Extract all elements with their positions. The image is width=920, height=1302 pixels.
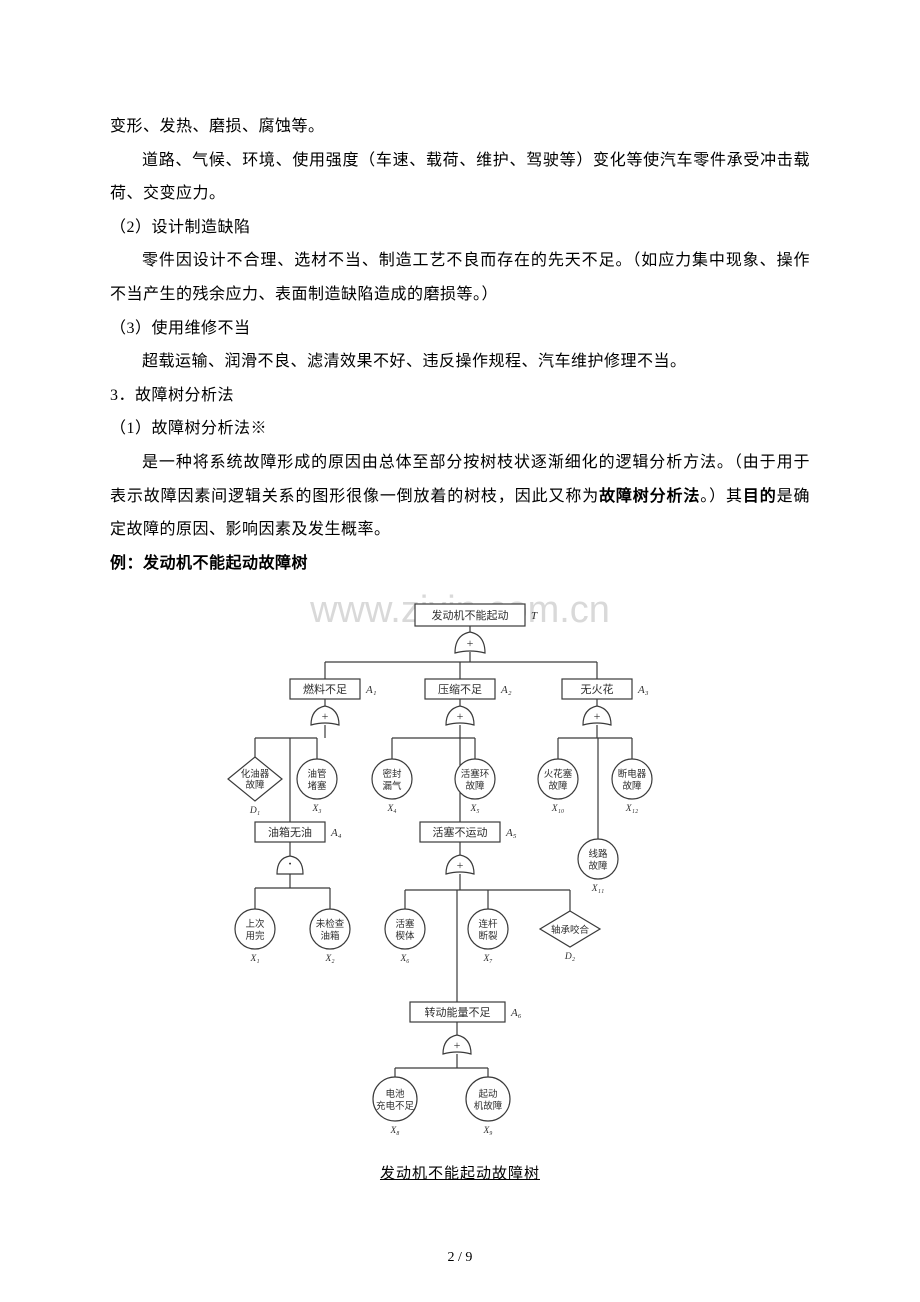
svg-text:活塞: 活塞 [395, 918, 415, 930]
paragraph: 是一种将系统故障形成的原因由总体至部分按树枝状逐渐细化的逻辑分析方法。（由于用于… [110, 446, 810, 547]
svg-text:X₁: X₁ [249, 954, 259, 964]
svg-text:轴承咬合: 轴承咬合 [551, 924, 590, 936]
svg-text:+: + [467, 636, 474, 650]
svg-text:X₃: X₃ [311, 804, 321, 814]
svg-text:X₂: X₂ [324, 954, 335, 964]
svg-text:·: · [287, 856, 292, 873]
document-page: 变形、发热、磨损、腐蚀等。 道路、气候、环境、使用强度（车速、载荷、维护、驾驶等… [0, 0, 920, 1302]
svg-text:A₂: A₂ [500, 684, 512, 696]
svg-text:压缩不足: 压缩不足 [438, 683, 482, 696]
paragraph: 道路、气候、环境、使用强度（车速、载荷、维护、驾驶等）变化等使汽车零件承受冲击载… [110, 144, 810, 211]
svg-text:连杆: 连杆 [478, 918, 498, 930]
svg-text:断裂: 断裂 [478, 930, 498, 942]
svg-text:+: + [457, 858, 464, 872]
svg-text:D₁: D₁ [249, 806, 260, 816]
heading-item: 3．故障树分析法 [110, 379, 810, 413]
heading-item: （1）故障树分析法※ [110, 412, 810, 446]
svg-text:漏气: 漏气 [382, 780, 402, 792]
svg-text:X₁₂: X₁₂ [625, 804, 639, 814]
paragraph: 零件因设计不合理、选材不当、制造工艺不良而存在的先天不足。（如应力集中现象、操作… [110, 244, 810, 311]
svg-text:发动机不能起动: 发动机不能起动 [432, 608, 509, 622]
svg-text:充电不足: 充电不足 [376, 1100, 415, 1112]
diagram-caption: 发动机不能起动故障树 [110, 1162, 810, 1183]
svg-text:火花塞: 火花塞 [544, 768, 573, 780]
example-heading: 例：发动机不能起动故障树 [110, 547, 810, 581]
fault-tree-diagram: www.zixin.com.cn++++·++发动机不能起动T燃料不足A₁压缩不… [110, 594, 810, 1154]
svg-text:+: + [457, 709, 464, 723]
svg-text:上次: 上次 [245, 918, 265, 930]
paragraph: 超载运输、润滑不良、滤清效果不好、违反操作规程、汽车维护修理不当。 [110, 345, 810, 379]
svg-text:故障: 故障 [465, 780, 485, 792]
heading-item: （2）设计制造缺陷 [110, 211, 810, 245]
svg-text:X₁₁: X₁₁ [591, 884, 604, 894]
svg-text:活塞环: 活塞环 [461, 768, 490, 780]
svg-text:+: + [454, 1038, 461, 1052]
svg-text:机故障: 机故障 [474, 1100, 503, 1112]
svg-text:A₃: A₃ [637, 684, 649, 696]
svg-text:X₈: X₈ [389, 1126, 399, 1136]
heading-item: （3）使用维修不当 [110, 312, 810, 346]
svg-text:线路: 线路 [588, 848, 608, 860]
svg-text:转动能量不足: 转动能量不足 [425, 1005, 491, 1019]
svg-text:堵塞: 堵塞 [307, 780, 327, 792]
svg-text:D₂: D₂ [564, 952, 576, 962]
svg-text:化油器: 化油器 [241, 768, 270, 780]
svg-text:电池: 电池 [385, 1088, 405, 1100]
svg-text:故障: 故障 [622, 780, 642, 792]
page-number: 2 / 9 [0, 1250, 920, 1266]
svg-text:X₄: X₄ [386, 804, 396, 814]
svg-text:油管: 油管 [307, 768, 326, 780]
svg-text:+: + [322, 709, 329, 723]
svg-text:断电器: 断电器 [618, 768, 647, 780]
svg-text:故障: 故障 [588, 860, 608, 872]
svg-text:X₆: X₆ [399, 954, 409, 964]
svg-text:故障: 故障 [245, 779, 265, 791]
svg-text:油箱无油: 油箱无油 [268, 825, 312, 839]
text-run-bold: 目的 [743, 488, 777, 505]
svg-text:X₁₀: X₁₀ [551, 804, 564, 814]
fault-tree-svg: www.zixin.com.cn++++·++发动机不能起动T燃料不足A₁压缩不… [200, 594, 720, 1154]
svg-text:+: + [594, 709, 601, 723]
svg-text:用完: 用完 [245, 930, 265, 942]
paragraph: 变形、发热、磨损、腐蚀等。 [110, 110, 810, 144]
svg-text:A₅: A₅ [505, 827, 517, 839]
svg-text:油箱: 油箱 [320, 930, 339, 942]
svg-text:T: T [531, 610, 538, 622]
svg-text:A₁: A₁ [365, 684, 377, 696]
svg-text:故障: 故障 [548, 780, 568, 792]
text-run-bold: 故障树分析法 [599, 488, 700, 505]
svg-text:X₅: X₅ [469, 804, 479, 814]
svg-text:X₉: X₉ [482, 1126, 492, 1136]
text-run: 。）其 [700, 488, 743, 505]
svg-text:无火花: 无火花 [581, 683, 614, 696]
svg-text:起动: 起动 [478, 1089, 497, 1100]
svg-text:A₄: A₄ [330, 827, 342, 839]
svg-text:燃料不足: 燃料不足 [303, 682, 347, 696]
svg-text:活塞不运动: 活塞不运动 [433, 825, 488, 839]
svg-text:A₆: A₆ [510, 1007, 522, 1019]
svg-text:X₇: X₇ [482, 954, 493, 964]
svg-text:密封: 密封 [382, 768, 402, 780]
svg-text:未检查: 未检查 [316, 918, 345, 930]
svg-text:楔体: 楔体 [395, 930, 415, 942]
